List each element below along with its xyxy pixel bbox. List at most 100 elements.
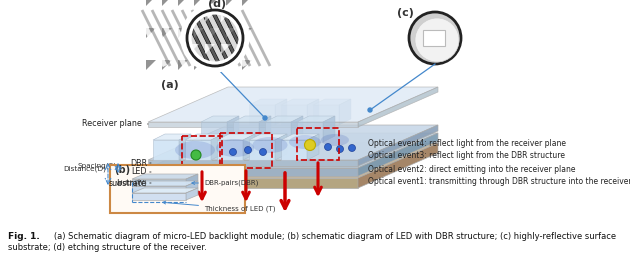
Polygon shape: [297, 116, 335, 122]
Polygon shape: [148, 87, 438, 122]
Polygon shape: [313, 99, 351, 105]
Polygon shape: [265, 116, 303, 122]
Text: Optical event3: reflect light from the DBR structure: Optical event3: reflect light from the D…: [368, 151, 565, 161]
Polygon shape: [173, 12, 183, 22]
Polygon shape: [162, 0, 172, 6]
Circle shape: [368, 108, 372, 112]
Polygon shape: [275, 99, 287, 125]
Bar: [182, 136, 222, 169]
Polygon shape: [307, 99, 319, 125]
Text: DBR: DBR: [130, 159, 151, 167]
Polygon shape: [281, 134, 319, 140]
Polygon shape: [178, 28, 188, 38]
Polygon shape: [148, 122, 358, 127]
Polygon shape: [243, 134, 255, 160]
Polygon shape: [189, 12, 199, 22]
Polygon shape: [194, 0, 204, 6]
Polygon shape: [194, 28, 204, 38]
Text: (b): (b): [114, 165, 130, 175]
Text: Optical event4: reflect light from the receiver plane: Optical event4: reflect light from the r…: [368, 139, 566, 148]
Polygon shape: [307, 134, 319, 160]
Text: LED: LED: [132, 167, 151, 177]
Polygon shape: [358, 133, 438, 176]
Polygon shape: [179, 134, 191, 160]
Polygon shape: [141, 12, 151, 22]
Ellipse shape: [409, 12, 461, 64]
Polygon shape: [211, 134, 223, 160]
Polygon shape: [291, 116, 303, 142]
Circle shape: [304, 139, 316, 150]
Polygon shape: [221, 44, 231, 54]
Text: Receiver plane: Receiver plane: [82, 118, 148, 128]
Polygon shape: [185, 140, 211, 160]
Polygon shape: [148, 125, 438, 160]
Polygon shape: [226, 60, 236, 70]
Polygon shape: [178, 0, 188, 6]
Polygon shape: [210, 28, 220, 38]
Polygon shape: [210, 0, 220, 6]
Polygon shape: [281, 105, 307, 125]
Polygon shape: [237, 44, 247, 54]
Polygon shape: [148, 160, 358, 166]
Polygon shape: [217, 140, 243, 160]
Polygon shape: [141, 44, 151, 54]
Polygon shape: [313, 105, 339, 125]
Text: width(W): width(W): [116, 179, 148, 185]
Text: Thickness of LED (T): Thickness of LED (T): [163, 201, 275, 212]
Circle shape: [336, 145, 343, 152]
Polygon shape: [148, 168, 358, 176]
Circle shape: [348, 145, 355, 151]
Polygon shape: [132, 174, 198, 179]
Polygon shape: [146, 0, 156, 6]
Polygon shape: [221, 12, 231, 22]
Polygon shape: [358, 87, 438, 127]
Polygon shape: [132, 179, 186, 186]
Polygon shape: [210, 60, 220, 70]
Polygon shape: [186, 181, 198, 193]
Polygon shape: [249, 140, 275, 160]
Text: DBR-pairs(DBR): DBR-pairs(DBR): [192, 180, 258, 186]
Ellipse shape: [321, 134, 349, 146]
Polygon shape: [358, 143, 438, 188]
Text: (d): (d): [208, 0, 226, 9]
Polygon shape: [186, 188, 198, 200]
Text: Optical event2: direct emitting into the receiver plane: Optical event2: direct emitting into the…: [368, 165, 575, 173]
Bar: [297, 128, 339, 160]
Polygon shape: [217, 134, 255, 140]
Polygon shape: [233, 116, 271, 122]
Polygon shape: [132, 186, 186, 193]
Polygon shape: [185, 134, 223, 140]
Ellipse shape: [187, 10, 243, 66]
Polygon shape: [249, 105, 275, 125]
Polygon shape: [205, 12, 215, 22]
Polygon shape: [132, 181, 198, 186]
Polygon shape: [153, 134, 191, 140]
Polygon shape: [201, 116, 239, 122]
Polygon shape: [157, 44, 167, 54]
Polygon shape: [242, 0, 252, 6]
Polygon shape: [226, 0, 236, 6]
Bar: [220, 133, 272, 168]
Polygon shape: [186, 174, 198, 186]
Polygon shape: [132, 188, 198, 193]
Polygon shape: [249, 134, 287, 140]
Text: Optical event1: transmitting through DBR structure into the receiver plane: Optical event1: transmitting through DBR…: [368, 177, 630, 187]
Polygon shape: [358, 125, 438, 166]
Polygon shape: [178, 60, 188, 70]
Polygon shape: [157, 12, 167, 22]
FancyBboxPatch shape: [423, 30, 445, 46]
FancyBboxPatch shape: [110, 165, 245, 213]
Circle shape: [324, 144, 331, 150]
Circle shape: [244, 146, 251, 154]
Text: substrate; (d) etching structure of the receiver.: substrate; (d) etching structure of the …: [8, 243, 207, 252]
Polygon shape: [227, 116, 239, 142]
Text: (a): (a): [161, 80, 179, 90]
Polygon shape: [189, 44, 199, 54]
Polygon shape: [148, 143, 438, 178]
Polygon shape: [148, 178, 358, 188]
Polygon shape: [162, 60, 172, 70]
Polygon shape: [339, 99, 351, 125]
Ellipse shape: [253, 137, 287, 153]
Ellipse shape: [289, 135, 321, 149]
Polygon shape: [146, 28, 156, 38]
